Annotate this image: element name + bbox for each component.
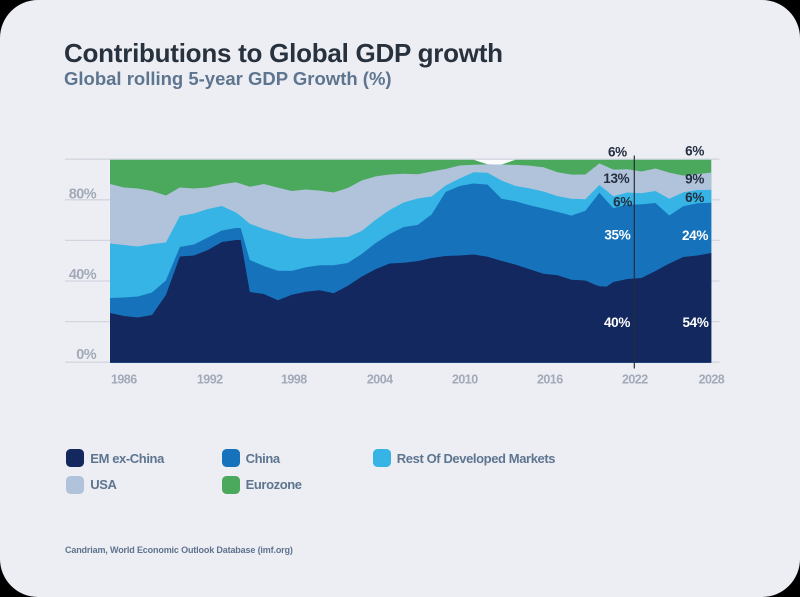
svg-text:0%: 0% <box>76 347 96 363</box>
svg-text:2028: 2028 <box>699 372 725 386</box>
svg-text:1998: 1998 <box>281 372 307 386</box>
svg-text:2004: 2004 <box>367 372 393 386</box>
svg-text:1992: 1992 <box>197 372 223 386</box>
svg-text:13%: 13% <box>603 171 629 186</box>
svg-text:54%: 54% <box>682 315 708 330</box>
svg-text:9%: 9% <box>685 172 704 187</box>
svg-text:6%: 6% <box>685 144 704 159</box>
svg-text:2022: 2022 <box>622 372 648 386</box>
svg-text:6%: 6% <box>608 145 627 160</box>
svg-text:24%: 24% <box>682 228 708 243</box>
svg-text:1986: 1986 <box>111 372 137 386</box>
svg-text:40%: 40% <box>69 267 97 283</box>
svg-text:6%: 6% <box>685 190 704 205</box>
svg-text:2010: 2010 <box>452 372 478 386</box>
svg-text:35%: 35% <box>604 227 630 242</box>
svg-text:40%: 40% <box>604 315 630 330</box>
svg-text:80%: 80% <box>69 186 97 202</box>
svg-text:2016: 2016 <box>537 372 563 386</box>
svg-text:6%: 6% <box>613 194 632 209</box>
